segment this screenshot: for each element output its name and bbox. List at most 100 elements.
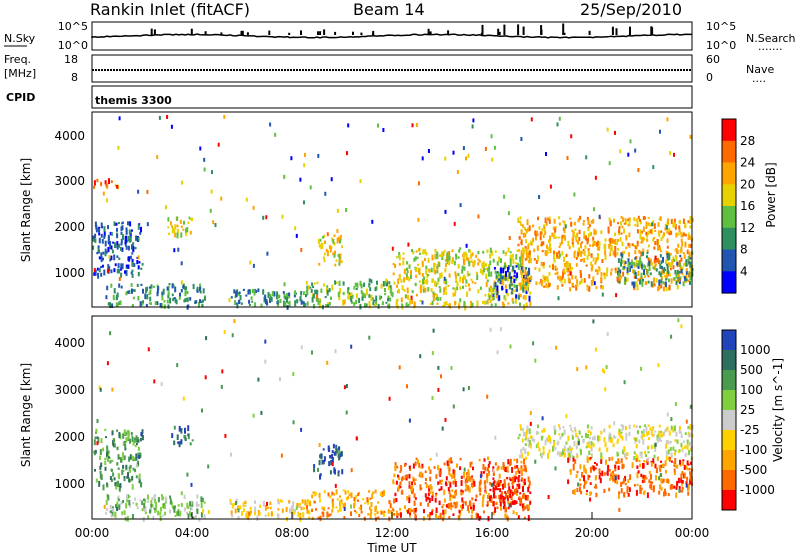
data-cell	[385, 301, 388, 304]
data-cell	[140, 267, 143, 270]
data-cell	[675, 255, 678, 262]
data-cell	[150, 504, 153, 508]
data-cell	[466, 475, 469, 482]
data-cell	[388, 303, 391, 309]
data-cell	[428, 497, 431, 503]
data-cell	[449, 481, 452, 488]
colorbar-tick-label: 100	[740, 383, 763, 397]
data-cell	[674, 449, 677, 453]
data-cell	[338, 259, 341, 263]
data-cell	[501, 278, 503, 283]
data-cell	[360, 510, 363, 514]
search-noise-bar	[498, 31, 501, 35]
data-cell	[180, 439, 183, 445]
data-cell	[627, 224, 630, 227]
data-cell	[109, 331, 112, 336]
data-cell	[689, 404, 692, 409]
power-ytick-2000: 2000	[54, 220, 85, 234]
colorbar-tick-label: 12	[740, 221, 755, 235]
data-cell	[502, 497, 505, 503]
data-cell	[436, 266, 439, 269]
data-cell	[631, 243, 634, 246]
data-cell	[438, 470, 441, 476]
data-cell	[231, 503, 234, 509]
data-cell	[383, 489, 385, 496]
data-cell	[156, 155, 159, 160]
data-cell	[448, 516, 451, 519]
data-cell	[395, 480, 398, 485]
data-cell	[668, 456, 671, 462]
data-cell	[399, 486, 402, 489]
data-cell	[122, 464, 125, 469]
data-cell	[371, 297, 374, 301]
data-cell	[185, 232, 188, 236]
data-cell	[608, 432, 611, 437]
data-cell	[637, 215, 640, 220]
data-cell	[670, 278, 673, 284]
data-cell	[571, 454, 574, 459]
data-cell	[544, 439, 547, 446]
data-cell	[681, 241, 684, 247]
data-cell	[603, 437, 606, 442]
data-cell	[485, 281, 488, 288]
data-cell	[451, 489, 454, 492]
velocity-panel: 4000 3000 2000 1000 Slant Range [km] 100…	[19, 315, 785, 522]
data-cell	[482, 250, 485, 254]
data-cell	[683, 472, 686, 479]
data-cell	[688, 244, 691, 248]
data-cell	[684, 432, 687, 435]
data-cell	[207, 510, 210, 514]
data-cell	[186, 227, 189, 233]
data-cell	[647, 446, 650, 449]
data-cell	[117, 467, 120, 470]
data-cell	[467, 505, 470, 511]
data-cell	[504, 252, 507, 256]
data-cell	[313, 464, 316, 469]
nsky-label: N.Sky	[4, 32, 36, 45]
data-cell	[105, 511, 108, 515]
data-cell	[440, 272, 443, 278]
data-cell	[647, 275, 650, 278]
data-cell	[587, 228, 590, 232]
data-cell	[132, 514, 134, 519]
data-cell	[674, 270, 677, 274]
data-cell	[124, 270, 126, 274]
data-cell	[311, 508, 314, 512]
data-cell	[436, 302, 439, 305]
data-cell	[429, 476, 432, 482]
data-cell	[640, 366, 643, 371]
data-cell	[666, 265, 669, 272]
data-cell	[495, 288, 498, 294]
data-cell	[576, 442, 579, 445]
data-cell	[286, 293, 289, 296]
data-cell	[124, 244, 127, 247]
data-cell	[675, 486, 678, 490]
data-cell	[388, 500, 391, 504]
data-cell	[617, 247, 620, 251]
data-cell	[631, 260, 633, 266]
data-cell	[633, 484, 636, 487]
data-cell	[332, 252, 335, 256]
data-cell	[586, 489, 588, 493]
colorbar-tick-label: 28	[740, 134, 755, 148]
data-cell	[482, 496, 485, 502]
search-noise-bar	[288, 32, 291, 35]
data-cell	[511, 283, 513, 286]
data-cell	[507, 247, 510, 252]
data-cell	[626, 452, 629, 457]
search-noise-bar	[360, 32, 363, 35]
data-cell	[161, 294, 164, 301]
data-cell	[102, 191, 105, 196]
data-cell	[594, 462, 596, 464]
data-cell	[284, 295, 287, 300]
data-cell	[280, 499, 282, 503]
data-cell	[389, 285, 392, 288]
data-cell	[647, 430, 650, 436]
data-cell	[511, 253, 514, 258]
data-cell	[542, 450, 545, 456]
data-cell	[530, 243, 533, 246]
data-cell	[577, 482, 580, 487]
data-cell	[291, 514, 294, 519]
data-cell	[424, 493, 427, 498]
data-cell	[690, 461, 692, 465]
